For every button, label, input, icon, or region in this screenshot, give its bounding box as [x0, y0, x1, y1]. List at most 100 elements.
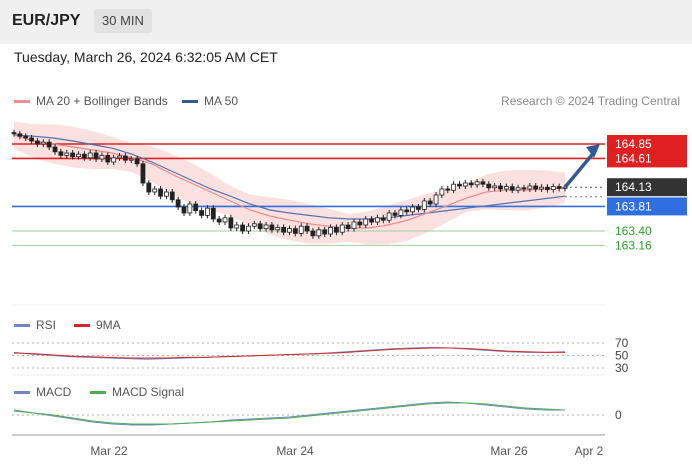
candle-body — [117, 155, 122, 159]
candle-body — [392, 212, 398, 216]
candle-body — [269, 224, 275, 231]
candle-body — [169, 191, 175, 201]
candle-body — [287, 228, 292, 233]
candle-body — [480, 181, 486, 185]
macd-signal-line — [13, 402, 566, 425]
candle-body — [498, 185, 503, 190]
level-label: 163.81 — [615, 199, 652, 213]
candle-body — [146, 182, 152, 193]
candle-body — [64, 152, 70, 156]
candle-body — [246, 225, 251, 232]
candle-body — [503, 186, 509, 190]
candle-body — [210, 207, 216, 220]
candle-body — [457, 183, 462, 187]
candle-body — [333, 226, 339, 233]
candle-body — [386, 212, 392, 221]
candle-body — [451, 183, 457, 191]
candle-body — [52, 146, 58, 153]
candle-body — [187, 203, 193, 214]
rsi-swatch — [14, 324, 30, 328]
candle-body — [298, 225, 304, 234]
candle-body — [29, 137, 34, 142]
candle-body — [140, 163, 146, 184]
candle-body — [234, 224, 240, 229]
level-label: 163.40 — [615, 224, 652, 238]
timestamp: Tuesday, March 26, 2024 6:32:05 AM CET — [14, 49, 278, 65]
candle-body — [539, 186, 544, 190]
level-label-box — [607, 135, 687, 153]
candle-body — [316, 229, 322, 237]
symbol-label: EUR/JPY — [12, 12, 81, 29]
candle-body — [521, 187, 527, 190]
legend-ma20: MA 20 + Bollinger Bands — [14, 94, 168, 108]
candle-body — [550, 186, 556, 191]
candle-body — [99, 154, 105, 160]
x-tick-label: Mar 24 — [276, 444, 314, 458]
candle-body — [193, 203, 199, 211]
legend-ma50: MA 50 — [182, 94, 238, 108]
candle-body — [152, 188, 158, 193]
candle-body — [58, 151, 64, 156]
level-label: 164.85 — [615, 137, 652, 151]
candle-body — [375, 217, 380, 223]
ma9-swatch — [74, 324, 90, 328]
legend-macd-signal: MACD Signal — [90, 385, 184, 399]
candle-body — [416, 206, 421, 210]
candle-body — [93, 152, 99, 160]
candle-body — [515, 187, 521, 191]
candle-body — [222, 217, 228, 223]
candle-body — [304, 225, 310, 232]
candle-body — [158, 188, 163, 197]
candle-body — [556, 186, 562, 189]
macd-zero-label: 0 — [615, 408, 622, 422]
legend-macd: MACD — [14, 385, 71, 399]
target-arrow-head — [586, 144, 600, 158]
level-label: 163.16 — [615, 238, 652, 252]
level-label: 164.61 — [615, 151, 652, 165]
candle-body — [111, 157, 117, 163]
header-bar: EUR/JPY 30 MIN — [0, 0, 692, 44]
candle-body — [17, 133, 23, 137]
ma20-line — [13, 134, 566, 229]
candle-body — [76, 153, 81, 157]
candle-body — [427, 200, 433, 205]
ma20-swatch — [14, 100, 30, 104]
candle-body — [369, 218, 374, 223]
candle-body — [11, 132, 17, 135]
ma50-line — [13, 134, 566, 220]
candle-body — [527, 185, 533, 190]
candle-body — [474, 181, 480, 186]
candle-body — [363, 218, 369, 226]
candle-body — [175, 199, 181, 208]
candle-body — [228, 217, 234, 229]
candle-body — [310, 230, 316, 237]
candle-body — [46, 141, 52, 148]
legend-macd-label: MACD — [36, 385, 72, 399]
candle-body — [81, 153, 87, 159]
rsi-level-label: 30 — [615, 361, 629, 375]
candle-body — [433, 194, 439, 205]
rsi-9ma-line — [13, 347, 565, 359]
timeframe-button[interactable]: 30 MIN — [94, 9, 152, 33]
candle-body — [128, 158, 134, 161]
candle-body — [134, 158, 140, 165]
level-label-box — [607, 197, 687, 216]
candle-body — [40, 141, 46, 145]
candle-body — [23, 135, 29, 139]
rsi-level-label: 70 — [615, 336, 629, 350]
candle-body — [421, 200, 427, 210]
legend-9ma: 9MA — [74, 318, 121, 332]
level-label-box — [607, 149, 687, 168]
candle-body — [292, 228, 298, 234]
candle-body — [533, 185, 539, 190]
candle-body — [122, 155, 128, 161]
macd-signal-swatch — [90, 391, 106, 395]
legend-macd-signal-label: MACD Signal — [112, 385, 185, 399]
candle-body — [70, 152, 76, 157]
candle-body — [275, 226, 281, 231]
level-label: 164.13 — [615, 180, 652, 194]
candle-body — [35, 140, 40, 145]
candle-body — [216, 218, 222, 223]
candle-body — [339, 224, 345, 233]
candle-body — [380, 217, 386, 221]
